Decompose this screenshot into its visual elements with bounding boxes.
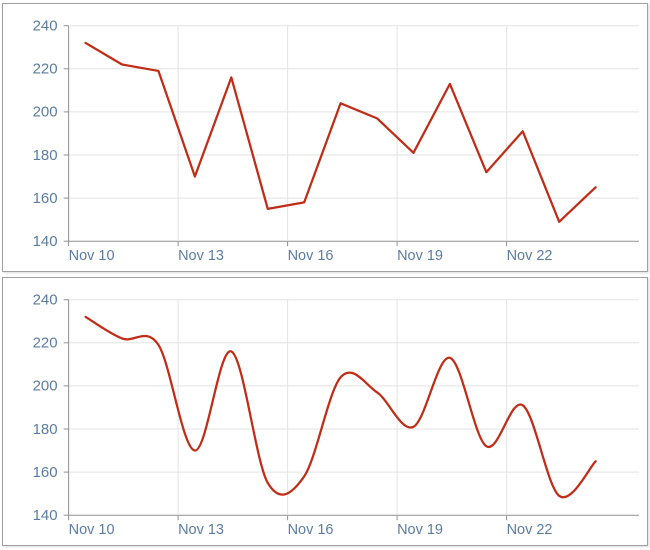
svg-text:240: 240 — [33, 17, 58, 34]
svg-text:Nov 22: Nov 22 — [507, 522, 553, 538]
svg-text:Nov 13: Nov 13 — [178, 248, 224, 264]
svg-text:Nov 16: Nov 16 — [288, 248, 334, 264]
svg-text:160: 160 — [33, 464, 58, 481]
svg-text:Nov 19: Nov 19 — [397, 248, 443, 264]
svg-text:Nov 19: Nov 19 — [397, 522, 443, 538]
svg-text:180: 180 — [33, 147, 58, 164]
svg-text:160: 160 — [33, 190, 58, 207]
svg-text:140: 140 — [33, 507, 58, 524]
svg-text:Nov 10: Nov 10 — [69, 248, 115, 264]
svg-text:Nov 13: Nov 13 — [178, 522, 224, 538]
svg-text:220: 220 — [33, 61, 58, 78]
svg-text:140: 140 — [33, 233, 58, 250]
svg-text:180: 180 — [33, 421, 58, 438]
svg-text:200: 200 — [33, 377, 58, 394]
svg-text:Nov 16: Nov 16 — [288, 522, 334, 538]
svg-text:220: 220 — [33, 334, 58, 351]
svg-text:200: 200 — [33, 104, 58, 121]
svg-text:Nov 10: Nov 10 — [69, 522, 115, 538]
svg-text:240: 240 — [33, 291, 58, 308]
svg-text:Nov 22: Nov 22 — [507, 248, 553, 264]
